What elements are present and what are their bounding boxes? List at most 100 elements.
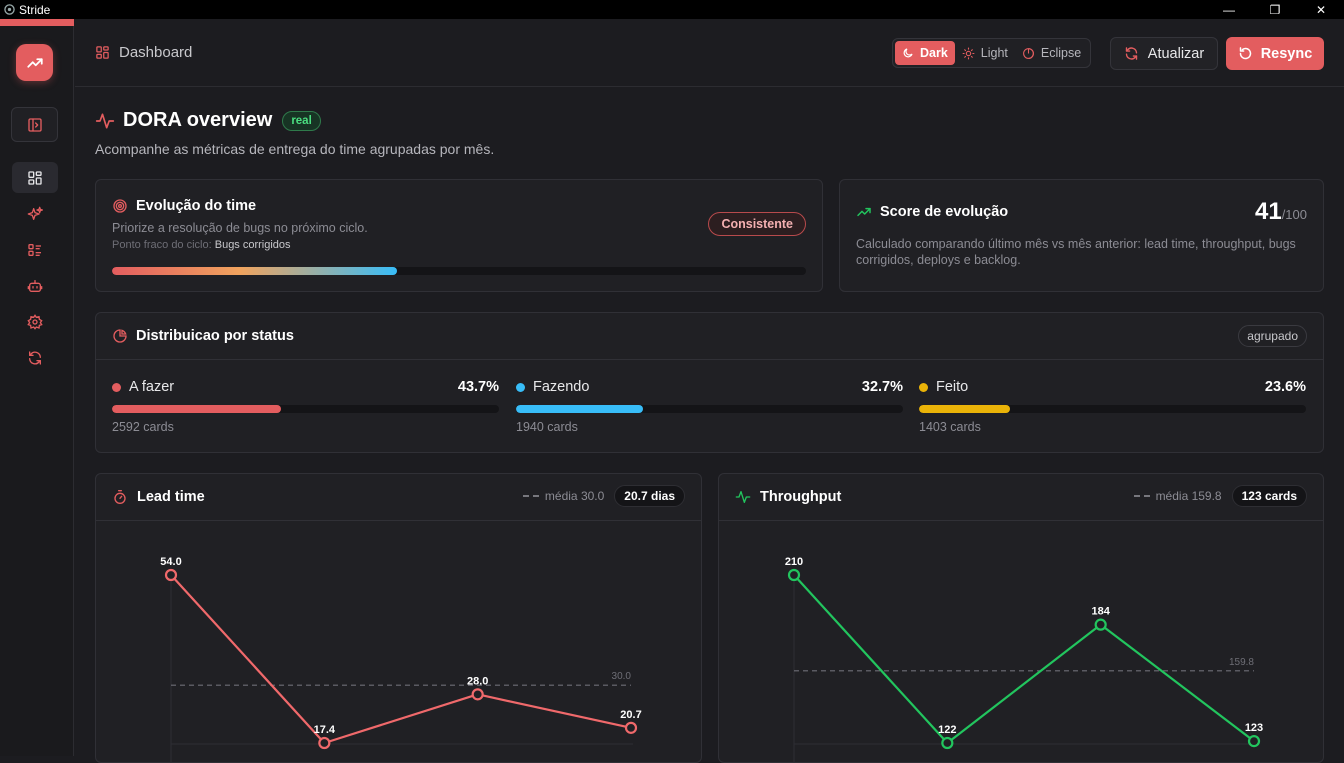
app-logo[interactable] bbox=[16, 44, 53, 81]
average-value-label: 30.0 bbox=[612, 671, 632, 682]
team-evolution-card: Evolução do time Priorize a resolução de… bbox=[95, 179, 823, 292]
status-bar-fill bbox=[919, 405, 1011, 413]
evolution-progress-track bbox=[112, 267, 806, 275]
theme-light-button[interactable]: Light bbox=[955, 41, 1015, 65]
status-title: Distribuicao por status bbox=[136, 328, 294, 344]
lead-time-card: Lead time média 30.0 20.7 dias 30.0 54.0 1… bbox=[95, 473, 702, 763]
status-distribution-card: Distribuicao por status agrupado A fazer… bbox=[95, 312, 1324, 453]
page-header: DORA overview real bbox=[95, 109, 321, 132]
sidebar-item-bot[interactable] bbox=[12, 270, 58, 301]
settings-icon bbox=[27, 313, 43, 330]
data-label: 17.4 bbox=[314, 724, 336, 736]
status-bar-track bbox=[516, 405, 903, 413]
evolution-progress-fill bbox=[112, 267, 397, 275]
score-value: 41 bbox=[1254, 198, 1282, 225]
weak-point-value: Bugs corrigidos bbox=[214, 239, 291, 251]
status-label: Fazendo bbox=[533, 379, 590, 395]
eclipse-icon bbox=[1022, 47, 1034, 59]
data-point bbox=[787, 568, 801, 582]
sidebar-item-settings[interactable] bbox=[12, 306, 58, 337]
minimize-button[interactable]: — bbox=[1223, 2, 1235, 17]
sidebar-item-dashboard[interactable] bbox=[12, 162, 58, 193]
status-percent: 23.6% bbox=[1264, 379, 1306, 395]
resync-button[interactable]: Resync bbox=[1226, 37, 1324, 70]
dashed-line-icon bbox=[1133, 495, 1150, 497]
sparkles-icon bbox=[27, 206, 43, 220]
status-percent: 43.7% bbox=[457, 379, 499, 395]
score-value-group: 41 /100 bbox=[1255, 198, 1307, 226]
throughput-card: Throughput média 159.8 123 cards 159.8 21… bbox=[718, 473, 1324, 763]
data-label: 54.0 bbox=[160, 556, 181, 568]
trending-up-icon bbox=[857, 207, 871, 217]
throughput-value-badge: 123 cards bbox=[1231, 485, 1307, 507]
status-bar-track bbox=[919, 405, 1306, 413]
status-label: A fazer bbox=[129, 379, 175, 395]
data-point bbox=[1094, 618, 1107, 631]
refresh-icon bbox=[1125, 47, 1137, 60]
theme-switcher: Dark Light Eclipse bbox=[892, 38, 1092, 68]
sidebar-item-sync[interactable] bbox=[12, 342, 58, 373]
score-description: Calculado comparando último mês vs mês a… bbox=[856, 237, 1296, 267]
page-subtitle: Acompanhe as métricas de entrega do time… bbox=[95, 141, 495, 157]
theme-eclipse-label: Eclipse bbox=[1040, 46, 1082, 60]
data-label: 28.0 bbox=[467, 675, 488, 687]
lead-time-chart: 30.0 54.0 17.4 28.0 20.7 bbox=[160, 556, 642, 763]
refresh-icon bbox=[29, 350, 41, 365]
refresh-button[interactable]: Atualizar bbox=[1110, 37, 1218, 70]
lead-time-value-badge: 20.7 dias bbox=[614, 485, 685, 507]
status-item-doing: Fazendo 32.7% 1940 cards bbox=[516, 379, 903, 434]
data-point bbox=[1247, 734, 1261, 748]
close-button[interactable]: ✕ bbox=[1315, 2, 1327, 17]
status-dot bbox=[919, 382, 928, 392]
data-source-badge: real bbox=[282, 110, 321, 131]
score-header: Score de evolução bbox=[856, 204, 1008, 220]
app-icon bbox=[3, 4, 15, 16]
top-bar: Dashboard Dark Light Eclipse Atualizar R… bbox=[75, 19, 1344, 87]
target-icon bbox=[113, 199, 127, 213]
moon-icon bbox=[903, 48, 913, 58]
sidebar-accent-bar bbox=[0, 19, 74, 26]
breadcrumb: Dashboard bbox=[95, 44, 192, 61]
theme-dark-label: Dark bbox=[920, 46, 948, 60]
sidebar bbox=[0, 19, 74, 756]
main-content: Dashboard Dark Light Eclipse Atualizar R… bbox=[75, 19, 1344, 763]
page-title: DORA overview bbox=[123, 109, 273, 131]
lead-time-title-group: Lead time bbox=[112, 489, 205, 505]
average-value-label: 159.8 bbox=[1229, 657, 1254, 668]
throughput-header: Throughput média 159.8 123 cards bbox=[719, 474, 1323, 521]
dashboard-icon bbox=[96, 46, 109, 59]
series-line bbox=[793, 574, 1255, 745]
sidebar-item-list[interactable] bbox=[12, 234, 58, 265]
status-bar-fill bbox=[112, 405, 282, 413]
data-point bbox=[624, 721, 638, 734]
lead-time-header: Lead time média 30.0 20.7 dias bbox=[96, 474, 701, 521]
status-bar-fill bbox=[516, 405, 643, 413]
grouped-badge: agrupado bbox=[1238, 325, 1307, 347]
status-label: Feito bbox=[936, 379, 969, 395]
status-bar-track bbox=[112, 405, 499, 413]
dashboard-icon bbox=[28, 170, 42, 185]
theme-eclipse-button[interactable]: Eclipse bbox=[1015, 41, 1088, 65]
data-label: 210 bbox=[785, 556, 803, 568]
maximize-button[interactable]: ❐ bbox=[1269, 2, 1281, 17]
status-card-header: Distribuicao por status agrupado bbox=[96, 313, 1323, 360]
status-count: 2592 cards bbox=[112, 420, 174, 434]
sidebar-toggle-button[interactable] bbox=[11, 107, 58, 142]
lead-time-average-legend: média 30.0 bbox=[522, 489, 604, 503]
status-dot bbox=[516, 382, 525, 392]
theme-dark-button[interactable]: Dark bbox=[895, 41, 955, 65]
throughput-average-legend: média 159.8 bbox=[1133, 489, 1222, 503]
team-evolution-message: Priorize a resolução de bugs no próximo … bbox=[112, 221, 368, 235]
weak-point-label: Ponto fraco do ciclo: bbox=[112, 239, 212, 251]
sidebar-item-insights[interactable] bbox=[12, 198, 58, 229]
rotate-icon bbox=[1239, 47, 1251, 60]
data-point bbox=[318, 736, 331, 750]
data-label: 20.7 bbox=[620, 709, 641, 721]
window-title: Stride bbox=[19, 2, 51, 17]
data-point bbox=[941, 736, 954, 750]
data-point bbox=[164, 568, 178, 582]
throughput-chart: 159.8 210 122 184 123 bbox=[785, 556, 1263, 763]
status-dot bbox=[112, 382, 121, 392]
score-title: Score de evolução bbox=[880, 204, 1009, 220]
lead-time-title: Lead time bbox=[137, 489, 205, 505]
